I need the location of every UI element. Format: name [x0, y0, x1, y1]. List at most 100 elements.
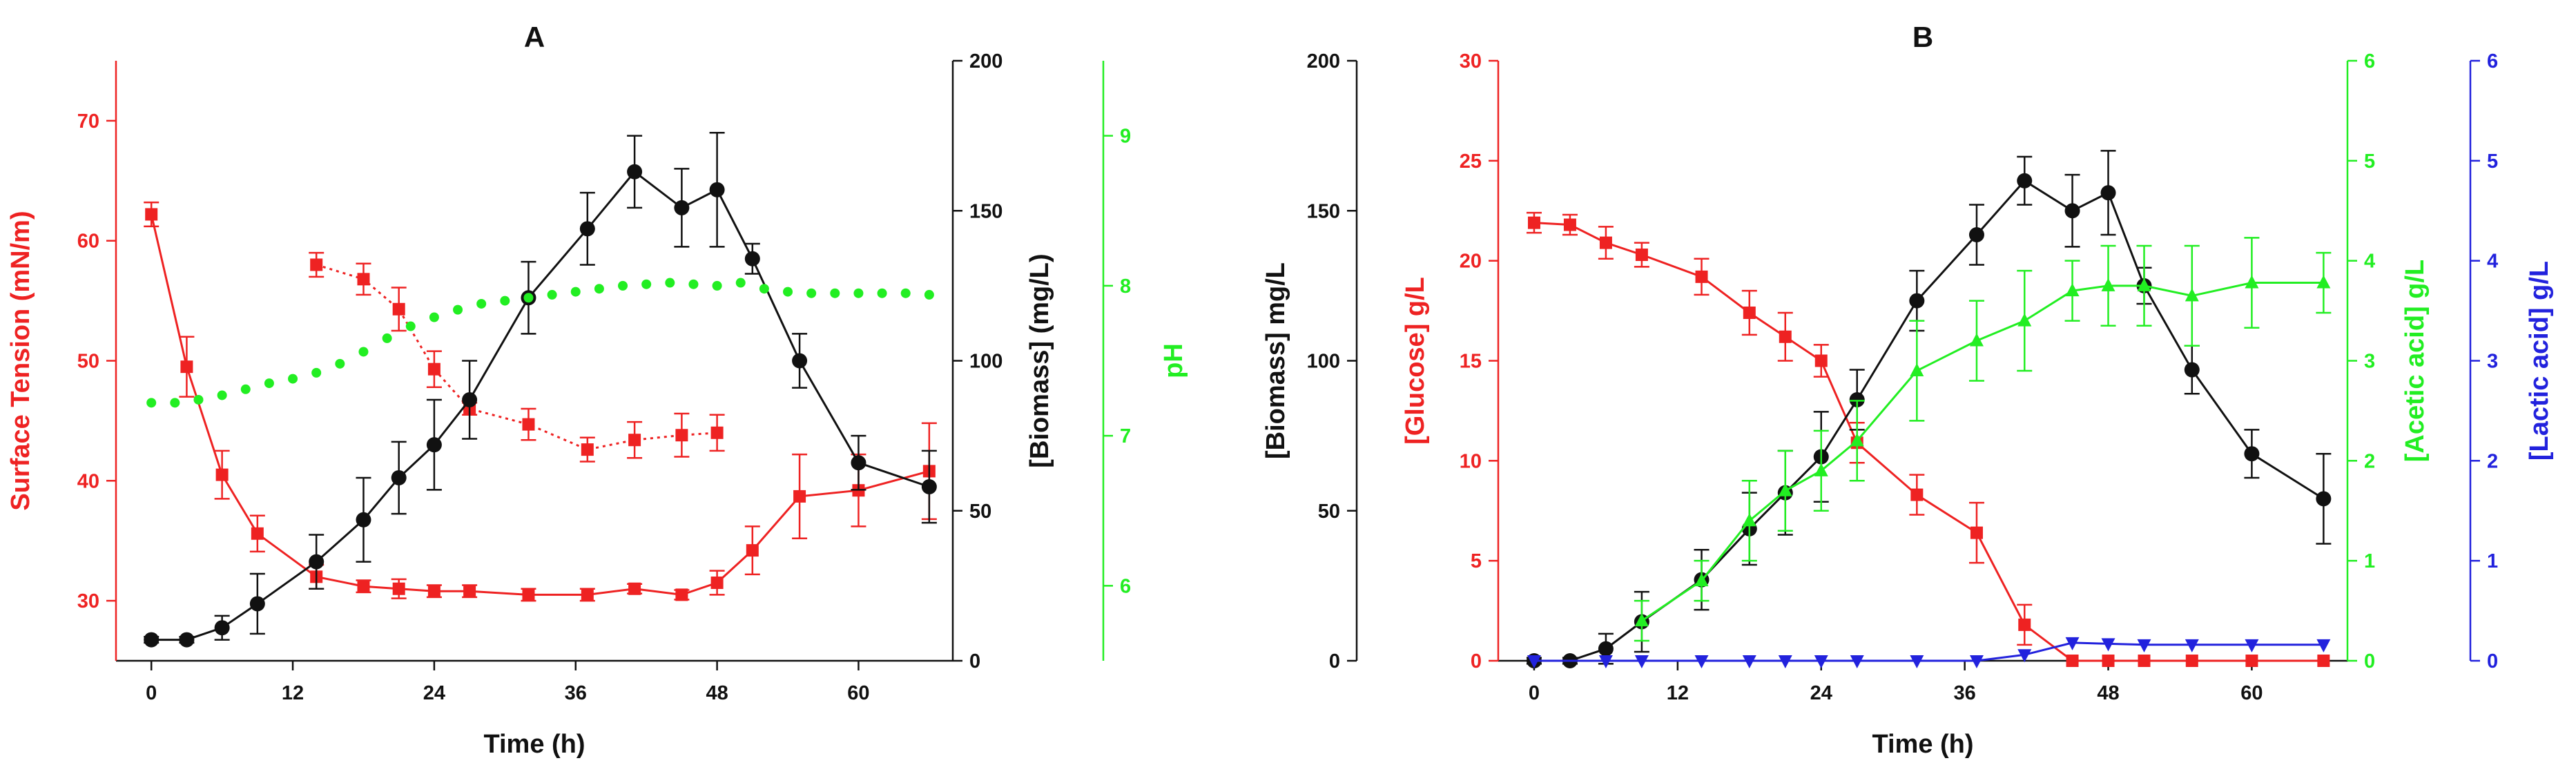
data-point — [357, 580, 370, 593]
data-point — [240, 384, 251, 394]
y-tick-label-left2: 15 — [1460, 351, 1482, 373]
y-tick-label-left: 100 — [1307, 351, 1340, 373]
series-3 — [146, 278, 934, 408]
y-axis-label-left2: [Glucose] g/L — [1401, 277, 1430, 445]
y-tick-label-right1: 50 — [969, 501, 991, 523]
data-point — [851, 455, 866, 471]
data-point — [744, 251, 760, 267]
data-point — [709, 182, 725, 197]
x-tick-label: 48 — [2097, 682, 2119, 704]
data-point — [1779, 330, 1792, 343]
y-tick-label-right1: 1 — [2364, 550, 2375, 572]
data-point — [2316, 491, 2332, 507]
y-tick-label-left: 70 — [77, 110, 99, 133]
data-point — [1910, 488, 1924, 501]
y-tick-label-right1: 4 — [2364, 251, 2375, 273]
series-line — [1641, 282, 2324, 622]
data-point — [688, 279, 699, 289]
y-tick-label-right2: 1 — [2487, 550, 2498, 572]
data-point — [793, 490, 806, 503]
data-point — [144, 632, 159, 648]
y-tick-label-right1: 150 — [969, 200, 1003, 222]
data-point — [674, 200, 690, 215]
data-point — [522, 588, 535, 601]
x-tick-label: 48 — [706, 682, 728, 704]
data-point — [429, 312, 439, 322]
data-point — [1850, 655, 1864, 668]
data-point — [179, 632, 195, 648]
data-point — [146, 398, 157, 408]
data-point — [522, 418, 535, 431]
data-point — [2245, 655, 2258, 667]
data-point — [335, 358, 345, 369]
data-point — [1814, 463, 1828, 476]
data-point — [170, 398, 180, 408]
data-point — [476, 298, 487, 309]
data-point — [2245, 639, 2259, 652]
data-point — [288, 374, 298, 384]
y-tick-label-left: 40 — [77, 470, 99, 492]
x-tick-label: 0 — [146, 682, 157, 704]
data-point — [806, 288, 817, 298]
series-2 — [1634, 237, 2332, 642]
data-point — [145, 208, 158, 221]
y-tick-label-right1: 2 — [2364, 450, 2375, 472]
y-tick-label-left: 50 — [1318, 501, 1340, 523]
data-point — [628, 582, 641, 595]
y-tick-label-right2: 4 — [2487, 251, 2498, 273]
data-point — [1695, 270, 1708, 283]
data-point — [792, 353, 808, 369]
data-point — [427, 585, 440, 598]
series-1 — [1526, 150, 2332, 668]
data-point — [427, 362, 440, 376]
data-point — [746, 544, 759, 557]
data-point — [214, 620, 230, 636]
data-point — [426, 437, 442, 453]
data-point — [2138, 655, 2151, 667]
data-point — [1743, 306, 1756, 319]
data-point — [311, 367, 322, 378]
x-tick-label: 60 — [2240, 682, 2263, 704]
data-point — [547, 289, 557, 300]
data-point — [2244, 446, 2260, 462]
data-point — [759, 284, 769, 294]
series-0 — [1526, 211, 2330, 667]
data-point — [783, 287, 793, 297]
y-tick-label-right2: 0 — [2487, 650, 2498, 673]
x-tick-label: 24 — [423, 682, 445, 704]
data-point — [641, 279, 652, 289]
y-tick-label-right1: 100 — [969, 351, 1003, 373]
data-point — [2316, 275, 2331, 289]
data-point — [2185, 655, 2198, 667]
data-point — [1694, 573, 1709, 587]
y-tick-label-left2: 30 — [1460, 50, 1482, 72]
data-point — [193, 394, 204, 405]
x-tick-label: 36 — [565, 682, 587, 704]
data-point — [392, 302, 405, 316]
y-tick-label-right1: 0 — [969, 650, 980, 673]
data-point — [1634, 613, 1649, 627]
y-tick-label-right1: 0 — [2364, 650, 2375, 673]
y-tick-label-right1: 3 — [2364, 351, 2375, 373]
data-point — [579, 221, 595, 237]
x-tick-label: 12 — [282, 682, 304, 704]
data-point — [710, 577, 724, 590]
series-3 — [1527, 637, 2331, 668]
data-point — [570, 287, 581, 297]
data-point — [2064, 203, 2080, 219]
data-point — [2137, 278, 2151, 291]
data-point — [1527, 655, 1541, 668]
data-point — [1909, 293, 1925, 309]
data-point — [356, 512, 371, 528]
data-point — [712, 280, 722, 291]
data-point — [2316, 639, 2331, 652]
data-point — [665, 278, 675, 288]
data-point — [2066, 655, 2079, 667]
data-point — [1527, 216, 1540, 229]
data-point — [2101, 638, 2115, 652]
data-point — [1814, 655, 1828, 668]
data-point — [735, 278, 746, 288]
